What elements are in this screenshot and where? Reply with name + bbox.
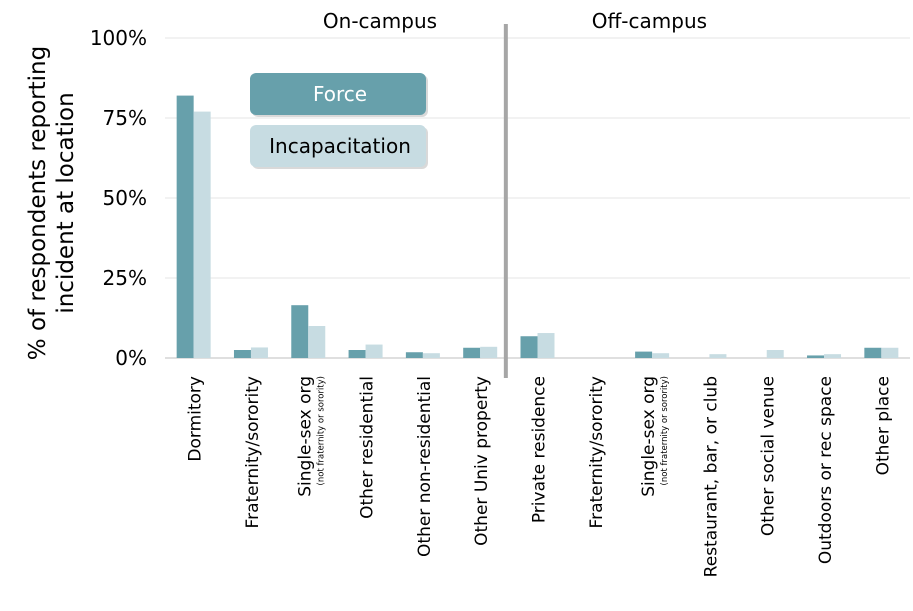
bar-force bbox=[520, 336, 538, 358]
bar-incapacitation bbox=[308, 326, 326, 358]
bar-force bbox=[176, 95, 194, 358]
bar-incapacitation bbox=[537, 333, 555, 358]
y-axis-label-line1: % of respondents reporting bbox=[25, 46, 51, 360]
bar-incapacitation bbox=[652, 353, 670, 358]
x-tick-label: Outdoors or rec space bbox=[816, 376, 836, 564]
bar-incapacitation bbox=[422, 353, 440, 358]
x-tick-label: Fraternity/sorority bbox=[243, 376, 263, 528]
group-header: Off-campus bbox=[592, 9, 707, 33]
bar-force bbox=[291, 305, 309, 358]
x-tick-label: Other non-residential bbox=[415, 376, 435, 557]
y-tick-label: 100% bbox=[90, 26, 147, 50]
y-tick-label: 75% bbox=[103, 106, 147, 130]
x-tick-label: Private residence bbox=[530, 376, 550, 523]
bar-force bbox=[463, 347, 481, 358]
bar-incapacitation bbox=[365, 344, 383, 358]
group-header: On-campus bbox=[323, 9, 437, 33]
legend-swatch-force bbox=[250, 73, 426, 115]
gridlines bbox=[165, 37, 910, 359]
bar-force bbox=[807, 355, 825, 358]
bar-force bbox=[635, 351, 653, 358]
bar-incapacitation bbox=[709, 354, 727, 358]
group-headers: On-campus Off-campus bbox=[323, 9, 707, 33]
y-tick-label: 25% bbox=[103, 266, 147, 290]
bar-force bbox=[405, 352, 423, 358]
legend-swatch-incapacitation bbox=[250, 125, 426, 167]
y-axis-label-line2: incident at location bbox=[53, 92, 79, 313]
bar-force bbox=[233, 350, 251, 358]
x-tick-label: Other residential bbox=[358, 376, 378, 519]
legend-label: Force bbox=[313, 82, 367, 106]
y-axis-ticks: 0% 25% 50% 75% 100% bbox=[90, 26, 147, 370]
y-axis-label: % of respondents reporting incident at l… bbox=[25, 46, 79, 360]
bar-incapacitation bbox=[480, 346, 498, 358]
x-tick-label: Other social venue bbox=[759, 376, 779, 536]
bar-incapacitation bbox=[824, 354, 842, 358]
bars bbox=[176, 95, 899, 358]
x-axis-labels: Dormitory Fraternity/sorority Single-sex o… bbox=[186, 376, 894, 577]
y-tick-label: 0% bbox=[115, 346, 147, 370]
x-tick-label: Other place bbox=[873, 376, 893, 475]
bar-incapacitation bbox=[193, 111, 211, 358]
y-tick-label: 50% bbox=[103, 186, 147, 210]
bar-incapacitation bbox=[250, 347, 268, 358]
bar-force bbox=[348, 350, 366, 358]
bar-force bbox=[864, 347, 882, 358]
legend-label: Incapacitation bbox=[269, 134, 411, 158]
bar-incapacitation bbox=[766, 350, 784, 358]
x-tick-label: Single-sex org bbox=[295, 376, 315, 497]
x-tick-sublabel: (not fraternity or sorority) bbox=[316, 376, 326, 485]
x-tick-label: Other Univ property bbox=[472, 376, 492, 546]
x-tick-label: Fraternity/sorority bbox=[587, 376, 607, 528]
legend: Force Incapacitation bbox=[250, 73, 428, 169]
x-tick-label: Restaurant, bar, or club bbox=[701, 376, 721, 577]
bar-incapacitation bbox=[881, 347, 899, 358]
x-tick-label: Dormitory bbox=[186, 376, 206, 462]
x-tick-label: Single-sex org bbox=[639, 376, 659, 497]
x-tick-sublabel: (not fraternity or sorority) bbox=[660, 376, 670, 485]
